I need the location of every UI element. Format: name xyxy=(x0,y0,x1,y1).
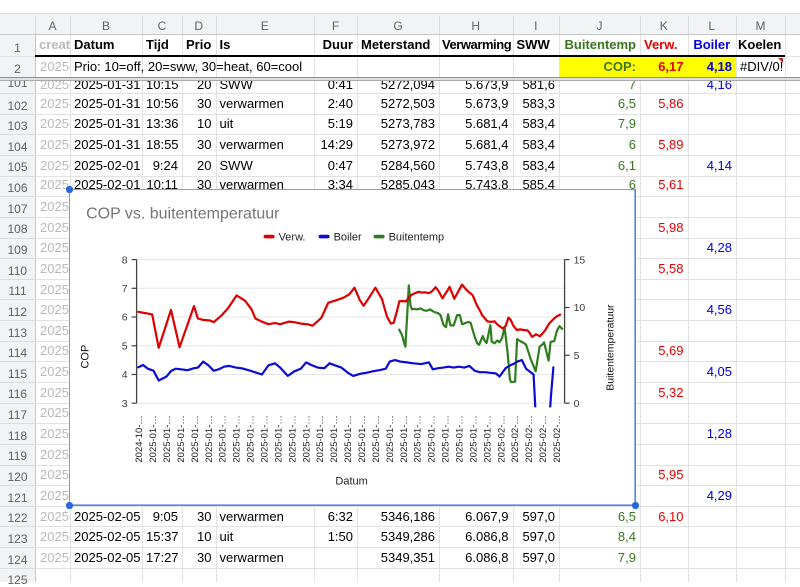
svg-text:2025-02-…: 2025-02-… xyxy=(538,416,549,463)
svg-text:3: 3 xyxy=(122,399,128,410)
svg-text:2025-01-…: 2025-01-… xyxy=(260,416,271,463)
svg-text:2025-01-…: 2025-01-… xyxy=(427,416,438,463)
svg-text:2024-10-…: 2024-10-… xyxy=(134,416,145,463)
svg-text:2025-01-…: 2025-01-… xyxy=(274,416,285,463)
svg-text:2025-01-…: 2025-01-… xyxy=(371,416,382,463)
svg-text:2025-01-…: 2025-01-… xyxy=(288,416,299,463)
svg-text:8: 8 xyxy=(122,256,128,267)
svg-text:2025-01-…: 2025-01-… xyxy=(455,416,466,463)
svg-text:5: 5 xyxy=(574,351,580,362)
svg-text:2025-02-…: 2025-02-… xyxy=(497,416,508,463)
svg-text:2025-02-…: 2025-02-… xyxy=(524,416,535,463)
svg-text:2025-01-…: 2025-01-… xyxy=(483,416,494,463)
svg-text:2025-01-…: 2025-01-… xyxy=(176,416,187,463)
svg-text:Verw.: Verw. xyxy=(279,232,306,244)
svg-text:2025-01-…: 2025-01-… xyxy=(190,416,201,463)
svg-text:2025-01-…: 2025-01-… xyxy=(246,416,257,463)
svg-text:2025-01-…: 2025-01-… xyxy=(343,416,354,463)
svg-text:2025-01-…: 2025-01-… xyxy=(302,416,313,463)
svg-text:2025-02-…: 2025-02-… xyxy=(552,416,563,463)
svg-text:5: 5 xyxy=(122,342,128,353)
svg-text:2025-01-…: 2025-01-… xyxy=(218,416,229,463)
svg-text:2025-01-…: 2025-01-… xyxy=(413,416,424,463)
svg-text:2025-01-…: 2025-01-… xyxy=(329,416,340,463)
svg-text:2025-01-…: 2025-01-… xyxy=(469,416,480,463)
svg-text:Buitentemp: Buitentemp xyxy=(389,232,445,244)
svg-text:2025-02-…: 2025-02-… xyxy=(511,416,522,463)
svg-text:6: 6 xyxy=(122,313,128,324)
svg-text:2025-01-…: 2025-01-… xyxy=(441,416,452,463)
svg-text:2025-01-…: 2025-01-… xyxy=(162,416,173,463)
svg-text:4: 4 xyxy=(122,371,128,382)
svg-text:2025-01-…: 2025-01-… xyxy=(316,416,327,463)
svg-text:2025-01-…: 2025-01-… xyxy=(385,416,396,463)
svg-text:0: 0 xyxy=(574,399,580,410)
svg-text:2025-01-…: 2025-01-… xyxy=(232,416,243,463)
svg-text:15: 15 xyxy=(574,256,586,267)
svg-text:2025-01-…: 2025-01-… xyxy=(148,416,159,463)
svg-text:Boiler: Boiler xyxy=(334,232,362,244)
svg-text:Buitentemperatuur: Buitentemperatuur xyxy=(606,304,617,391)
svg-text:7: 7 xyxy=(122,284,128,295)
svg-text:2025-01-…: 2025-01-… xyxy=(357,416,368,463)
svg-text:10: 10 xyxy=(574,304,586,315)
svg-text:Datum: Datum xyxy=(336,476,368,488)
svg-text:COP: COP xyxy=(80,345,92,369)
svg-text:COP vs. buitentemperatuur: COP vs. buitentemperatuur xyxy=(86,206,280,223)
svg-text:2025-01-…: 2025-01-… xyxy=(204,416,215,463)
svg-text:2025-01-…: 2025-01-… xyxy=(399,416,410,463)
